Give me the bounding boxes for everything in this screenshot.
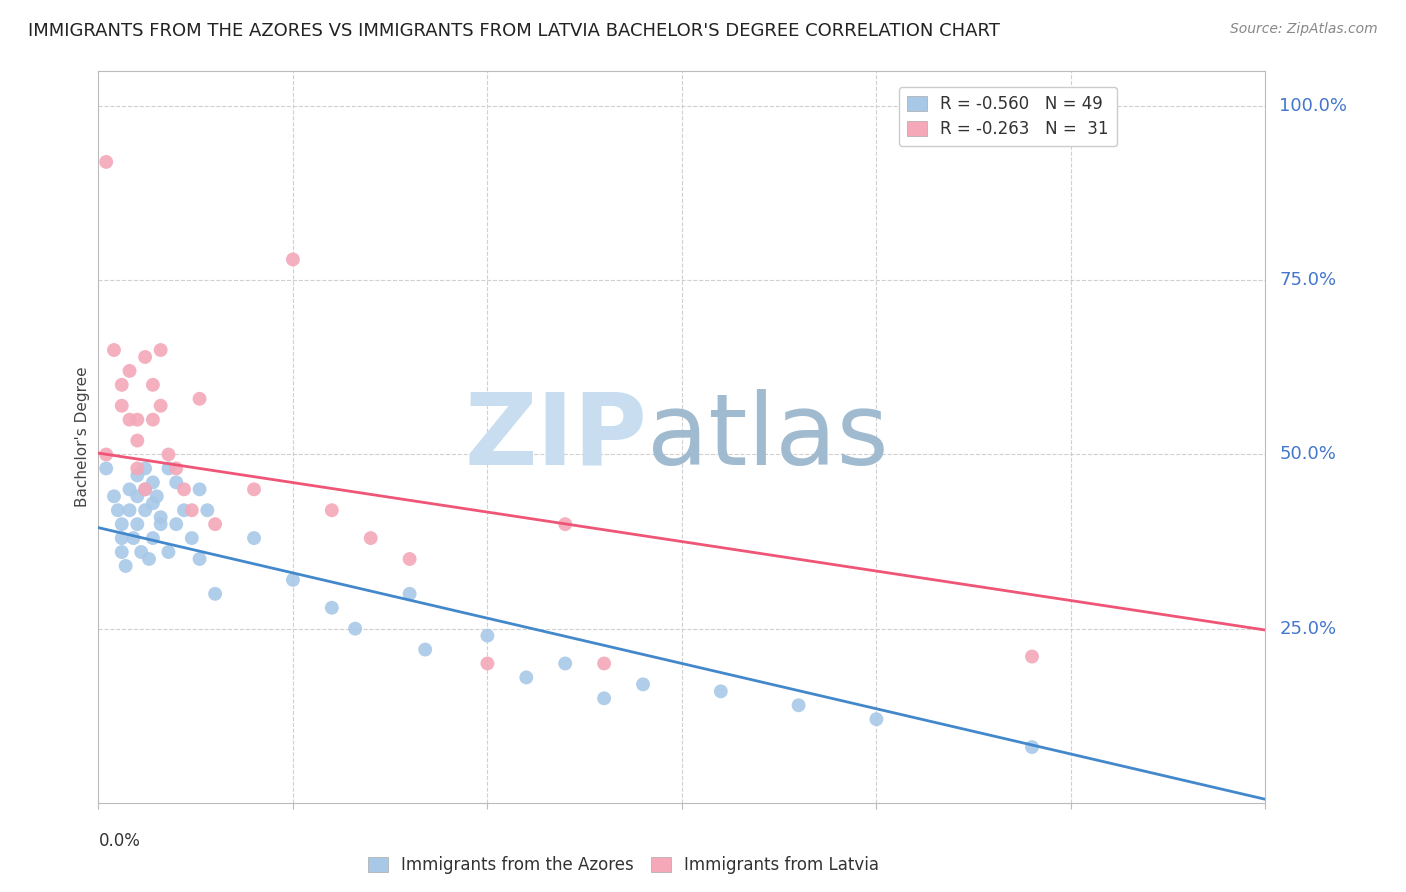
Point (413, 642, 436, 657)
Y-axis label: Bachelor's Degree: Bachelor's Degree (75, 367, 90, 508)
Point (344, 622, 367, 636)
Text: 50.0%: 50.0% (1279, 445, 1336, 464)
Point (515, 670, 537, 684)
Point (149, 517, 172, 532)
Point (243, 483, 266, 497)
Point (142, 377, 165, 392)
Point (134, 350, 156, 364)
Point (554, 517, 576, 532)
Point (281, 252, 304, 267)
Point (134, 483, 156, 497)
Point (142, 475, 165, 490)
Point (398, 587, 420, 601)
Point (134, 483, 156, 497)
Text: IMMIGRANTS FROM THE AZORES VS IMMIGRANTS FROM LATVIA BACHELOR'S DEGREE CORRELATI: IMMIGRANTS FROM THE AZORES VS IMMIGRANTS… (28, 22, 1000, 40)
Point (149, 399, 172, 413)
Point (142, 412, 165, 426)
Point (180, 531, 202, 545)
Point (96, 155, 118, 169)
Point (96, 448, 118, 462)
Point (127, 468, 149, 483)
Text: atlas: atlas (647, 389, 889, 485)
Point (321, 600, 343, 615)
Point (204, 587, 226, 601)
Point (103, 489, 125, 503)
Point (122, 531, 145, 545)
Text: 0.0%: 0.0% (98, 832, 141, 850)
Point (142, 531, 165, 545)
Point (865, 712, 887, 726)
Point (149, 510, 172, 524)
Point (157, 545, 180, 559)
Point (127, 461, 149, 475)
Point (118, 483, 141, 497)
Point (127, 489, 149, 503)
Point (593, 657, 616, 671)
Point (188, 483, 211, 497)
Point (118, 412, 141, 426)
Point (554, 657, 576, 671)
Point (118, 364, 141, 378)
Point (281, 573, 304, 587)
Point (111, 545, 134, 559)
Point (149, 343, 172, 357)
Point (157, 448, 180, 462)
Point (127, 517, 149, 532)
Point (477, 657, 499, 671)
Point (165, 475, 187, 490)
Point (127, 412, 149, 426)
Point (188, 552, 211, 566)
Text: ZIP: ZIP (464, 389, 647, 485)
Point (103, 343, 125, 357)
Point (593, 691, 616, 706)
Point (134, 503, 156, 517)
Point (360, 531, 382, 545)
Point (111, 399, 134, 413)
Point (195, 503, 218, 517)
Point (398, 552, 420, 566)
Point (96, 461, 118, 475)
Point (188, 392, 211, 406)
Point (111, 531, 134, 545)
Point (180, 503, 202, 517)
Point (111, 517, 134, 532)
Point (114, 558, 136, 573)
Point (710, 684, 733, 698)
Point (477, 629, 499, 643)
Point (127, 434, 149, 448)
Point (165, 517, 187, 532)
Text: Source: ZipAtlas.com: Source: ZipAtlas.com (1230, 22, 1378, 37)
Point (142, 496, 165, 510)
Point (157, 461, 180, 475)
Point (111, 377, 134, 392)
Text: 25.0%: 25.0% (1279, 620, 1337, 638)
Point (107, 503, 129, 517)
Point (134, 461, 156, 475)
Point (118, 503, 141, 517)
Point (204, 517, 226, 532)
Text: 75.0%: 75.0% (1279, 271, 1337, 289)
Point (321, 503, 343, 517)
Legend: Immigrants from the Azores, Immigrants from Latvia: Immigrants from the Azores, Immigrants f… (360, 847, 887, 882)
Point (1021, 649, 1043, 664)
Point (787, 698, 810, 713)
Point (173, 503, 195, 517)
Point (243, 531, 266, 545)
Text: 100.0%: 100.0% (1279, 97, 1347, 115)
Point (129, 545, 152, 559)
Point (631, 677, 654, 691)
Point (1021, 740, 1043, 755)
Point (138, 552, 160, 566)
Point (173, 483, 195, 497)
Point (165, 461, 187, 475)
Point (146, 489, 169, 503)
